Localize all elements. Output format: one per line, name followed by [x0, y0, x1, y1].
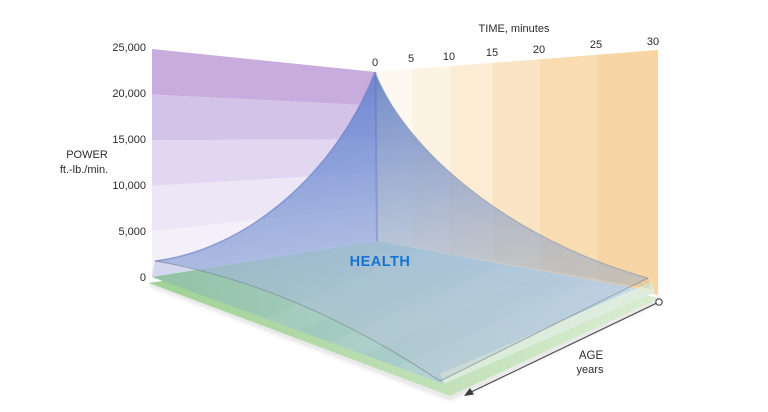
- time-wall-band: [597, 50, 658, 295]
- power-wall-band: [152, 49, 376, 106]
- time-wall-band: [540, 54, 597, 284]
- power-tick: 0: [140, 272, 146, 284]
- time-tick: 15: [486, 47, 498, 59]
- time-tick: 20: [533, 44, 545, 56]
- age-axis-arrowhead: [464, 388, 474, 396]
- health-surface: [155, 72, 648, 381]
- health-surface-label: HEALTH: [350, 254, 411, 270]
- age-axis-title: AGE: [579, 350, 604, 362]
- power-tick: 20,000: [112, 88, 146, 100]
- power-tick: 10,000: [112, 180, 146, 192]
- surface-right-wall-tint: [375, 72, 652, 289]
- age-axis-unit: years: [577, 364, 604, 376]
- time-tick: 5: [408, 53, 414, 65]
- age-axis-labels: AGE years: [577, 350, 604, 376]
- power-axis-unit: ft.-lb./min.: [60, 164, 108, 176]
- surface-left-wall-tint: [152, 72, 377, 277]
- surface-age-silhouette: [154, 71, 376, 262]
- floor-shadow: [149, 282, 661, 400]
- surface-time-silhouette: [374, 71, 649, 279]
- time-tick: 25: [590, 39, 602, 51]
- surface-front-edge: [154, 260, 649, 382]
- time-tick: 10: [443, 51, 455, 63]
- power-tick: 15,000: [112, 134, 146, 146]
- time-axis-title: TIME, minutes: [479, 23, 550, 35]
- power-axis-labels: 25,000 20,000 15,000 10,000 5,000 0 POWE…: [60, 42, 146, 284]
- surface-corner-fold: [374, 71, 378, 242]
- time-tick: 30: [647, 36, 659, 48]
- power-tick: 5,000: [118, 226, 146, 238]
- time-axis-labels: TIME, minutes 0 5 10 15 20 25 30: [372, 23, 659, 69]
- age-axis-origin-marker: [655, 298, 663, 306]
- age-axis-line: [466, 301, 660, 395]
- age-axis: [464, 298, 663, 396]
- power-axis-title: POWER: [66, 149, 108, 161]
- power-wall-band: [152, 94, 376, 141]
- power-tick: 25,000: [112, 42, 146, 54]
- time-tick: 0: [372, 57, 378, 69]
- floor-edge-highlight: [440, 282, 655, 384]
